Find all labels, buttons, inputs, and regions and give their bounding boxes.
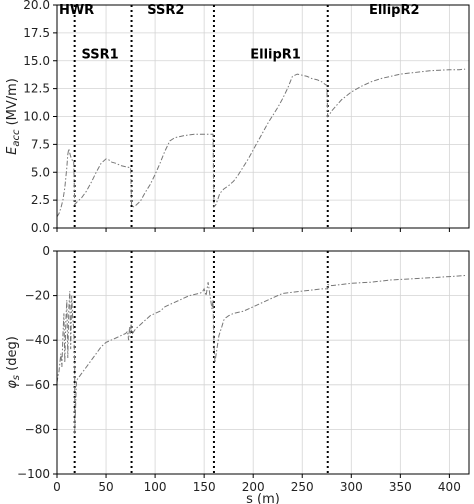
- top-y-tick-label-1: 2.5: [31, 193, 50, 207]
- top-y-tick-label-8: 20.0: [23, 0, 50, 12]
- top-section-label-0: HWR: [59, 3, 94, 18]
- bottom-x-tick-label-8: 400: [438, 480, 461, 494]
- bottom-y-tick-label-0: −100: [17, 467, 50, 481]
- bottom-y-tick-label-4: −20: [25, 289, 50, 303]
- bottom-x-tick-label-4: 200: [242, 480, 265, 494]
- top-y-label-subscript: acc: [11, 129, 22, 147]
- bottom-x-tick-label-3: 150: [193, 480, 216, 494]
- top-series-line-0: [56, 68, 466, 218]
- bottom-x-tick-label-2: 100: [144, 480, 167, 494]
- top-y-tick-label-6: 15.0: [23, 54, 50, 68]
- top-section-label-4: EllipR2: [369, 3, 420, 18]
- bottom-y-label-unit: (deg): [5, 336, 20, 375]
- bottom-x-tick-label-0: 0: [53, 480, 61, 494]
- bottom-x-tick-label-6: 300: [340, 480, 363, 494]
- top-y-tick-label-7: 17.5: [23, 26, 50, 40]
- top-y-axis-label: Eacc (MV/m): [5, 78, 22, 155]
- top-section-label-1: SSR1: [82, 48, 119, 63]
- top-y-tick-label-4: 10.0: [23, 110, 50, 124]
- top-section-label-3: EllipR1: [250, 48, 301, 63]
- top-y-tick-label-2: 5.0: [31, 165, 50, 179]
- bottom-y-axis-label: φs (deg): [5, 336, 22, 389]
- bottom-y-tick-label-3: −40: [25, 333, 50, 347]
- top-section-label-2: SSR2: [147, 3, 184, 18]
- bottom-y-label-subscript: s: [11, 375, 22, 380]
- bottom-y-label-symbol: φ: [5, 380, 20, 389]
- top-y-tick-label-5: 12.5: [23, 82, 50, 96]
- chart-accelerating-field: 0.0 2.5 5.0 7.5 10.0 12.5 15.0 17.5 20.0 Eacc (MV…: [5, 0, 470, 235]
- bottom-x-tick-label-1: 50: [98, 480, 113, 494]
- top-y-tick-label-0: 0.0: [31, 221, 50, 235]
- bottom-grid: [56, 250, 469, 475]
- bottom-y-tick-label-5: 0: [42, 244, 50, 258]
- top-y-tick-label-3: 7.5: [31, 137, 50, 151]
- top-y-label-unit: (MV/m): [5, 78, 20, 129]
- top-grid: [56, 4, 469, 229]
- bottom-section-boundaries: [73, 251, 329, 474]
- chart-synchronous-phase: 0 50 100 150 200 250 300 350 400 −100 −80 −60 −40 −20…: [5, 244, 470, 504]
- bottom-y-tick-label-1: −80: [25, 422, 50, 436]
- bottom-x-axis-label: s (m): [246, 492, 280, 504]
- bottom-x-tick-label-5: 250: [291, 480, 314, 494]
- top-y-label-symbol: E: [5, 146, 20, 155]
- bottom-x-tick-label-7: 350: [389, 480, 412, 494]
- bottom-plot-frame: [56, 250, 470, 475]
- bottom-y-tick-label-2: −60: [25, 378, 50, 392]
- bottom-series-line-0: [56, 275, 466, 434]
